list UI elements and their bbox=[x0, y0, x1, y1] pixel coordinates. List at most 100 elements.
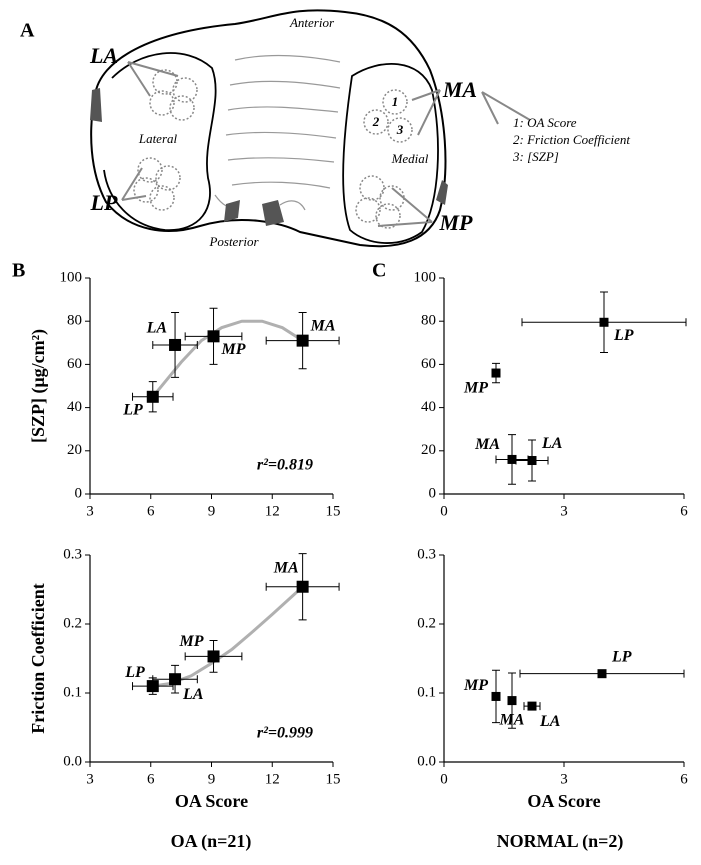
point bbox=[507, 454, 517, 464]
region-label: MA bbox=[442, 77, 477, 102]
y-tick-label: 80 bbox=[421, 313, 436, 329]
cartilage-lines bbox=[214, 54, 341, 211]
point bbox=[491, 368, 501, 378]
scatter-plot: 0.0 0.1 0.2 0.3 3 6 9 12 15 Friction Coefficient O… bbox=[28, 546, 340, 811]
panel-letter: A bbox=[20, 20, 35, 42]
site-number: 2 bbox=[372, 114, 380, 129]
x-tick-label: 3 bbox=[86, 503, 94, 519]
fit-curve bbox=[151, 319, 304, 398]
point-label: MP bbox=[463, 677, 488, 694]
lateral-compartment bbox=[103, 52, 217, 231]
point-label: LP bbox=[611, 648, 632, 665]
y-tick-label: 0.3 bbox=[417, 546, 436, 562]
y-tick-label: 100 bbox=[414, 269, 437, 285]
r-squared: r²=0.819 bbox=[257, 457, 313, 474]
leader-lines bbox=[121, 61, 531, 227]
y-tick-label: 20 bbox=[67, 442, 82, 458]
point bbox=[169, 338, 182, 351]
x-tick-label: 15 bbox=[326, 771, 341, 787]
posterior-label: Posterior bbox=[208, 234, 259, 249]
scatter-plot: 0 20 40 60 80 100 0 3 6 LP MP MA LA bbox=[414, 269, 689, 519]
point-label: MA bbox=[273, 559, 299, 576]
x-tick-label: 12 bbox=[265, 771, 280, 787]
point-label: LP bbox=[122, 401, 143, 418]
y-tick-label: 0.0 bbox=[63, 753, 82, 769]
x-axis-label: OA Score bbox=[527, 791, 600, 811]
point-label: MA bbox=[310, 317, 336, 334]
y-axis-label: [SZP] (μg/cm²) bbox=[28, 329, 49, 443]
y-tick-label: 100 bbox=[60, 269, 83, 285]
x-tick-label: 3 bbox=[86, 771, 94, 787]
region-label: MP bbox=[439, 210, 474, 235]
x-tick-label: 3 bbox=[560, 503, 568, 519]
group-caption: OA (n=21) bbox=[171, 831, 252, 852]
x-tick-label: 6 bbox=[680, 503, 688, 519]
scatter-plot: 0.0 0.1 0.2 0.3 0 3 6 OA Score LP MP MA LA bbox=[417, 546, 688, 811]
x-tick-label: 6 bbox=[147, 771, 155, 787]
legend-item: 2: Friction Coefficient bbox=[513, 132, 630, 147]
y-tick-label: 0 bbox=[75, 485, 83, 501]
y-tick-label: 0.0 bbox=[417, 753, 436, 769]
point-label: MP bbox=[463, 380, 488, 397]
y-tick-label: 60 bbox=[421, 356, 436, 372]
legend-item: 3: [SZP] bbox=[512, 149, 559, 164]
point bbox=[146, 390, 159, 403]
group-caption: NORMAL (n=2) bbox=[497, 831, 624, 852]
x-tick-label: 0 bbox=[440, 503, 448, 519]
x-tick-label: 3 bbox=[560, 771, 568, 787]
y-tick-label: 0.2 bbox=[63, 615, 82, 631]
point bbox=[146, 680, 159, 693]
lateral-label: Lateral bbox=[138, 131, 178, 146]
scatter-plot: 0 20 40 60 80 100 3 6 9 12 15 [SZP] (μg/cm²) r²=0.81… bbox=[28, 269, 340, 519]
medial-compartment bbox=[342, 63, 439, 244]
point-label: LA bbox=[541, 435, 563, 452]
point bbox=[491, 691, 501, 701]
point bbox=[597, 669, 607, 679]
point bbox=[169, 673, 182, 686]
sampling-sites bbox=[133, 69, 413, 229]
point-label: MP bbox=[179, 633, 204, 650]
x-tick-label: 0 bbox=[440, 771, 448, 787]
panel-letter: C bbox=[372, 260, 386, 282]
point-label: MA bbox=[499, 711, 525, 728]
tibial-plateau-diagram: A Anterior Posterior Lateral Medial LA L… bbox=[20, 9, 630, 249]
x-tick-label: 9 bbox=[208, 771, 216, 787]
anterior-label: Anterior bbox=[289, 15, 335, 30]
y-tick-label: 80 bbox=[67, 313, 82, 329]
y-tick-label: 40 bbox=[421, 399, 436, 415]
y-tick-label: 60 bbox=[67, 356, 82, 372]
y-tick-label: 0 bbox=[429, 485, 437, 501]
y-tick-label: 20 bbox=[421, 442, 436, 458]
point bbox=[296, 580, 309, 593]
point bbox=[296, 334, 309, 347]
site-number: 1 bbox=[392, 94, 399, 109]
medial-label: Medial bbox=[391, 151, 429, 166]
point-label: LP bbox=[124, 664, 145, 681]
region-label: LA bbox=[89, 43, 118, 68]
y-axis-label: Friction Coefficient bbox=[28, 583, 48, 733]
point bbox=[207, 650, 220, 663]
point bbox=[527, 456, 537, 466]
point-label: LA bbox=[539, 713, 561, 730]
point-label: LP bbox=[613, 327, 634, 344]
point-label: LA bbox=[182, 686, 204, 703]
legend-item: 1: OA Score bbox=[513, 115, 577, 130]
x-tick-label: 12 bbox=[265, 503, 280, 519]
y-tick-label: 0.1 bbox=[63, 684, 82, 700]
y-tick-label: 0.3 bbox=[63, 546, 82, 562]
x-tick-label: 6 bbox=[147, 503, 155, 519]
y-tick-label: 40 bbox=[67, 399, 82, 415]
point-label: MP bbox=[221, 341, 246, 358]
x-tick-label: 6 bbox=[680, 771, 688, 787]
panel-letter: B bbox=[12, 260, 25, 282]
point bbox=[599, 317, 609, 327]
point bbox=[507, 696, 517, 706]
x-axis-label: OA Score bbox=[175, 791, 248, 811]
x-tick-label: 9 bbox=[208, 503, 216, 519]
point-label: MA bbox=[474, 436, 500, 453]
point-label: LA bbox=[146, 320, 168, 337]
y-tick-label: 0.1 bbox=[417, 684, 436, 700]
point bbox=[527, 701, 537, 711]
site-number: 3 bbox=[396, 122, 404, 137]
